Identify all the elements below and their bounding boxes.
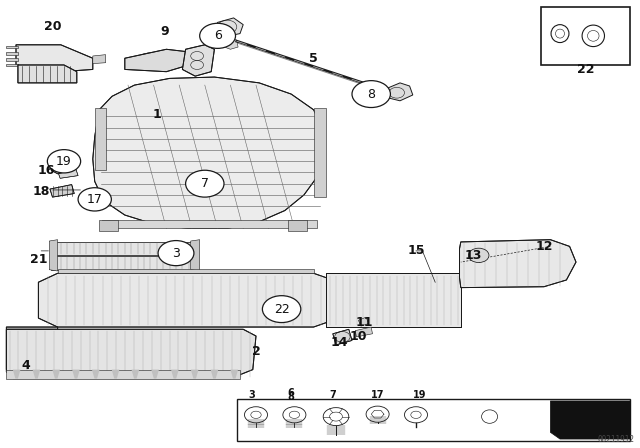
Polygon shape (326, 273, 461, 327)
Text: 16: 16 (37, 164, 55, 177)
Polygon shape (6, 64, 18, 66)
Circle shape (186, 170, 224, 197)
Text: 8: 8 (288, 392, 294, 402)
Circle shape (158, 241, 194, 266)
Polygon shape (288, 220, 307, 231)
Circle shape (47, 150, 81, 173)
Text: 11: 11 (356, 316, 374, 329)
Polygon shape (358, 317, 369, 326)
Circle shape (200, 23, 236, 48)
Text: 17: 17 (371, 390, 385, 400)
Polygon shape (16, 45, 93, 72)
Polygon shape (102, 220, 317, 228)
Polygon shape (151, 370, 159, 379)
Polygon shape (95, 108, 106, 170)
Text: 6: 6 (288, 388, 294, 398)
Polygon shape (220, 36, 238, 49)
Polygon shape (191, 240, 200, 271)
Polygon shape (58, 168, 78, 178)
FancyBboxPatch shape (237, 399, 630, 441)
Text: 00211912: 00211912 (598, 435, 635, 444)
Circle shape (78, 188, 111, 211)
Text: 8: 8 (367, 87, 375, 101)
Polygon shape (13, 370, 20, 379)
Text: 19: 19 (412, 390, 426, 400)
Polygon shape (333, 329, 352, 345)
Polygon shape (99, 220, 118, 231)
Polygon shape (212, 18, 243, 37)
Text: 7: 7 (201, 177, 209, 190)
Polygon shape (51, 162, 69, 174)
Polygon shape (51, 242, 192, 255)
Text: 1: 1 (152, 108, 161, 121)
Text: 5: 5 (309, 52, 318, 65)
Text: 7: 7 (330, 390, 336, 400)
Polygon shape (355, 327, 372, 337)
Text: 9: 9 (161, 25, 170, 38)
Polygon shape (72, 370, 80, 379)
Polygon shape (314, 108, 326, 197)
Text: 20: 20 (44, 20, 61, 34)
Text: 3: 3 (172, 246, 180, 260)
Polygon shape (131, 370, 139, 379)
Polygon shape (182, 45, 214, 76)
Text: 17: 17 (87, 193, 102, 206)
Polygon shape (92, 370, 100, 379)
Polygon shape (33, 370, 40, 379)
Polygon shape (38, 273, 339, 327)
Polygon shape (52, 370, 60, 379)
Polygon shape (93, 55, 106, 64)
Polygon shape (112, 370, 120, 379)
Polygon shape (171, 370, 179, 379)
Polygon shape (51, 256, 192, 270)
Polygon shape (125, 49, 189, 72)
Circle shape (262, 296, 301, 323)
Text: 10: 10 (349, 329, 367, 343)
Text: 15: 15 (407, 244, 425, 258)
Text: 2: 2 (252, 345, 260, 358)
Polygon shape (460, 240, 576, 288)
Text: 21: 21 (29, 253, 47, 267)
Polygon shape (6, 58, 18, 61)
Polygon shape (50, 185, 74, 197)
Polygon shape (93, 77, 325, 228)
Polygon shape (211, 370, 218, 379)
Text: 6: 6 (214, 29, 221, 43)
Polygon shape (6, 46, 18, 48)
Text: 13: 13 (465, 249, 483, 262)
FancyBboxPatch shape (541, 7, 630, 65)
Text: 4: 4 (21, 358, 30, 372)
Polygon shape (550, 401, 630, 439)
Polygon shape (191, 370, 198, 379)
Text: 22: 22 (274, 302, 289, 316)
Polygon shape (18, 65, 77, 83)
Text: 3: 3 (248, 390, 255, 400)
Polygon shape (6, 329, 256, 379)
Text: 14: 14 (330, 336, 348, 349)
Text: 12: 12 (535, 240, 553, 253)
Polygon shape (6, 370, 240, 379)
Polygon shape (384, 83, 413, 101)
Circle shape (352, 81, 390, 108)
Polygon shape (230, 370, 238, 379)
Circle shape (468, 248, 489, 263)
Polygon shape (6, 52, 18, 55)
Text: 19: 19 (56, 155, 72, 168)
Text: 18: 18 (33, 185, 51, 198)
Polygon shape (49, 240, 58, 271)
Text: 22: 22 (577, 63, 595, 76)
Polygon shape (6, 327, 58, 374)
Polygon shape (58, 269, 314, 273)
